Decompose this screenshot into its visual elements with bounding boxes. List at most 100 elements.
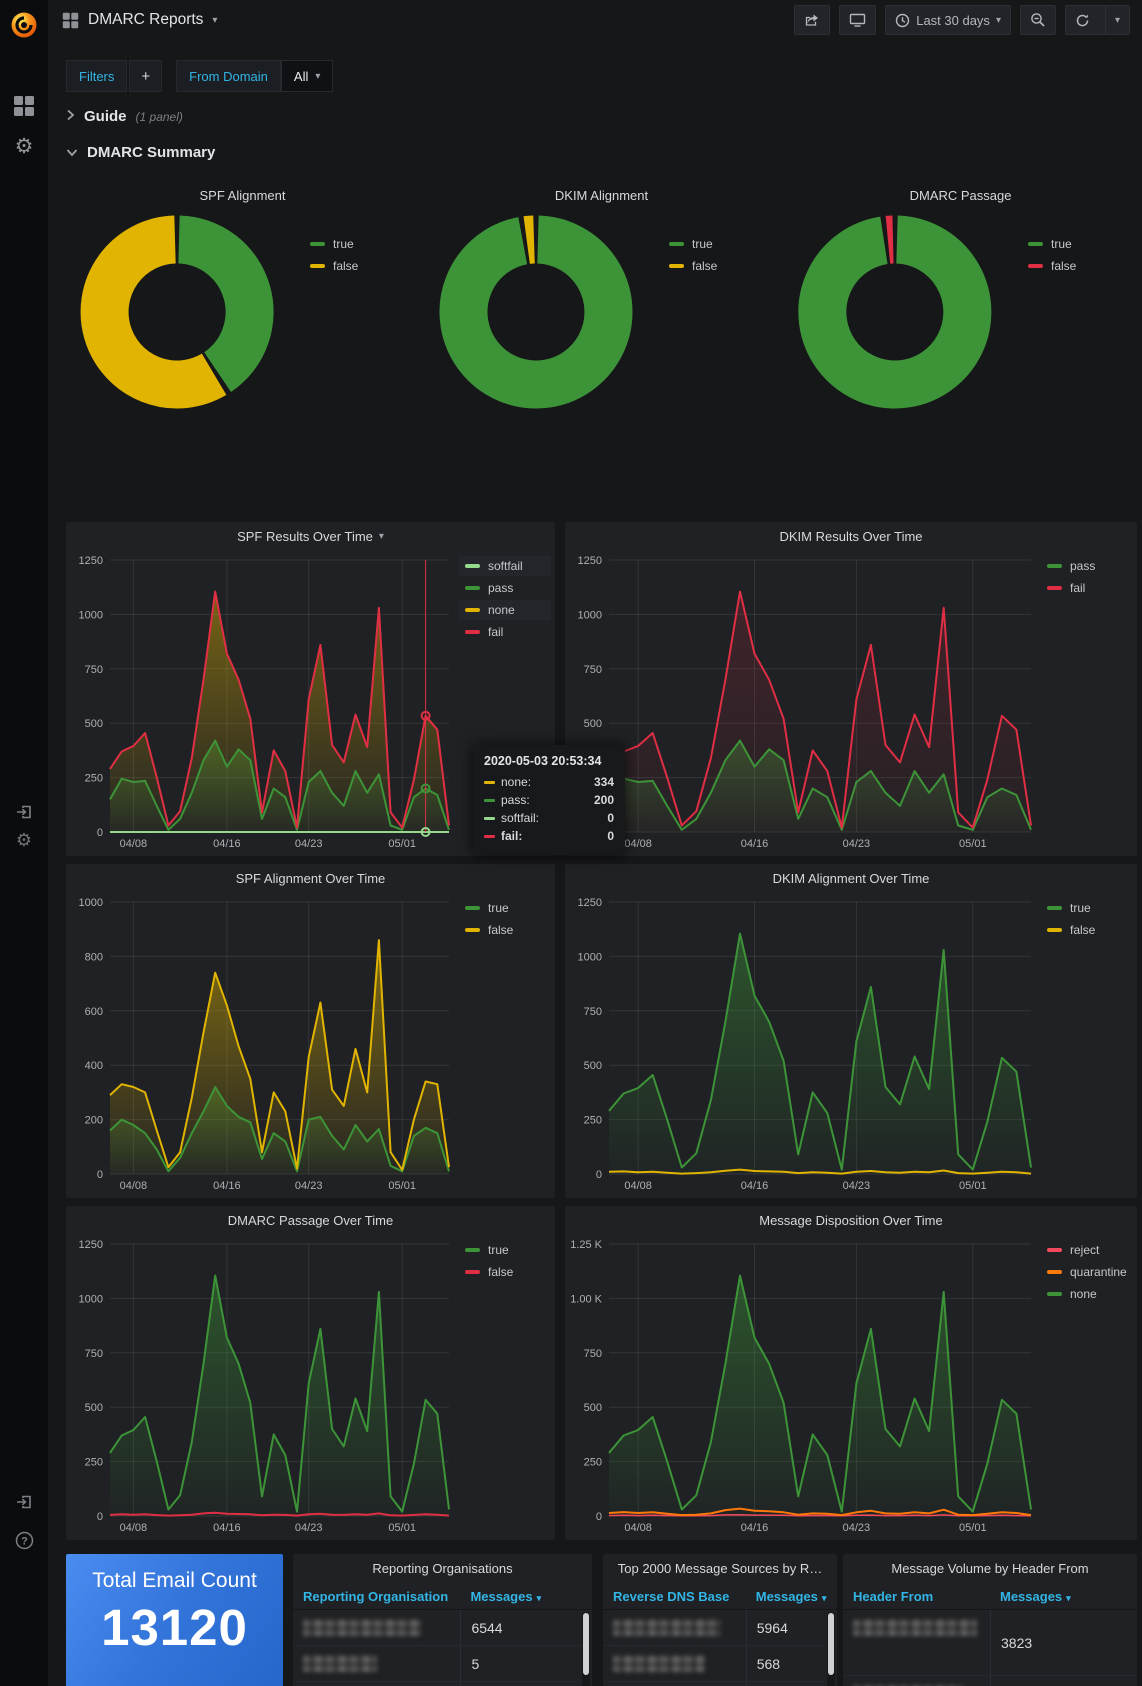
column-header[interactable]: Reporting Organisation bbox=[303, 1589, 449, 1604]
panel-menu-caret-icon[interactable]: ▾ bbox=[378, 530, 384, 542]
filters-button[interactable]: Filters bbox=[66, 60, 128, 92]
svg-text:04/23: 04/23 bbox=[843, 838, 871, 850]
panel-title[interactable]: Top 2000 Message Sources by R… bbox=[617, 1560, 823, 1576]
table-cell-name bbox=[293, 1646, 460, 1681]
legend-item-true[interactable]: true bbox=[459, 898, 551, 918]
monitor-icon bbox=[850, 13, 866, 27]
donut-chart[interactable] bbox=[79, 214, 275, 410]
sidebar-item-configuration[interactable]: ⚙ bbox=[0, 132, 48, 160]
svg-text:0: 0 bbox=[97, 1511, 103, 1523]
legend-item-false[interactable]: false bbox=[1022, 256, 1082, 276]
grafana-logo-icon[interactable] bbox=[0, 8, 48, 42]
chart-legend: true false bbox=[459, 898, 551, 942]
panel-title[interactable]: DKIM Alignment Over Time bbox=[772, 870, 930, 886]
panel-title[interactable]: SPF Alignment Over Time bbox=[235, 870, 386, 886]
legend-item-fail[interactable]: fail bbox=[1041, 578, 1133, 598]
table-row[interactable]: 3823 bbox=[843, 1610, 1137, 1676]
column-header-sorted[interactable]: Messages ▾ bbox=[755, 1589, 827, 1604]
donut-chart[interactable] bbox=[797, 214, 993, 410]
scrollbar[interactable] bbox=[827, 1612, 835, 1686]
sidebar-item-signin-bottom[interactable] bbox=[0, 1490, 48, 1514]
scrollbar-thumb[interactable] bbox=[583, 1613, 589, 1675]
panel-title[interactable]: Message Disposition Over Time bbox=[759, 1212, 943, 1228]
legend-item-false[interactable]: false bbox=[304, 256, 364, 276]
panel-title[interactable]: SPF Results Over Time ▾ bbox=[237, 528, 384, 544]
scrollbar[interactable] bbox=[582, 1612, 590, 1686]
time-series-chart[interactable]: 0 250 500 750 1.00 K 1.25 K 04/08 04/16 04/23 05/… bbox=[569, 1236, 1039, 1536]
table-cell-messages bbox=[745, 1682, 837, 1686]
column-header[interactable]: Reverse DNS Base bbox=[613, 1589, 730, 1604]
panel-title[interactable]: DMARC Passage Over Time bbox=[227, 1212, 394, 1228]
refresh-button[interactable] bbox=[1066, 6, 1099, 34]
panel-title[interactable]: Reporting Organisations bbox=[372, 1560, 513, 1576]
legend-item-true[interactable]: true bbox=[459, 1240, 551, 1260]
sidebar-item-help[interactable]: ? bbox=[0, 1528, 48, 1552]
donut-chart[interactable] bbox=[438, 214, 634, 410]
add-filter-button[interactable]: + bbox=[129, 60, 163, 92]
panel-spf-alignment: SPF Alignment true false bbox=[66, 172, 419, 512]
row-title: Guide bbox=[84, 108, 127, 125]
panel-title[interactable]: SPF Alignment bbox=[199, 187, 286, 203]
legend-item-true[interactable]: true bbox=[663, 234, 723, 254]
legend-color-dash bbox=[310, 242, 325, 246]
panel-title[interactable]: DKIM Results Over Time bbox=[779, 528, 923, 544]
legend-item-none[interactable]: none bbox=[1041, 1284, 1133, 1304]
svg-text:04/16: 04/16 bbox=[213, 1522, 241, 1534]
column-header-sorted[interactable]: Messages ▾ bbox=[470, 1589, 542, 1604]
panel-title[interactable]: DKIM Alignment bbox=[554, 187, 649, 203]
panel-title[interactable]: Message Volume by Header From bbox=[891, 1560, 1089, 1576]
legend-item-none[interactable]: none bbox=[459, 600, 551, 620]
legend-item-pass[interactable]: pass bbox=[1041, 556, 1133, 576]
dashboard-title-button[interactable]: DMARC Reports ▾ bbox=[62, 11, 217, 29]
zoom-out-button[interactable] bbox=[1019, 5, 1056, 35]
legend-item-pass[interactable]: pass bbox=[459, 578, 551, 598]
legend-item-softfail[interactable]: softfail bbox=[459, 556, 551, 576]
table-row[interactable]: 5 bbox=[293, 1646, 592, 1682]
legend-color-dash bbox=[465, 1270, 480, 1274]
legend-color-dash bbox=[1047, 564, 1062, 568]
svg-text:1250: 1250 bbox=[79, 1239, 103, 1251]
sidebar-item-dashboards[interactable] bbox=[0, 92, 48, 120]
table-row[interactable] bbox=[603, 1682, 837, 1686]
legend-label: true bbox=[692, 237, 713, 251]
legend-item-fail[interactable]: fail bbox=[459, 622, 551, 642]
table-row[interactable]: 6544 bbox=[293, 1610, 592, 1646]
row-dmarc-summary[interactable]: DMARC Summary bbox=[66, 144, 215, 161]
row-guide[interactable]: Guide (1 panel) bbox=[66, 108, 183, 125]
legend-item-true[interactable]: true bbox=[304, 234, 364, 254]
column-header[interactable]: Header From bbox=[853, 1589, 934, 1604]
tv-mode-button[interactable] bbox=[839, 5, 877, 35]
legend-item-true[interactable]: true bbox=[1041, 898, 1133, 918]
table-row[interactable]: 568 bbox=[603, 1646, 837, 1682]
legend-item-false[interactable]: false bbox=[1041, 920, 1133, 940]
sidebar-item-settings[interactable]: ⚙ bbox=[0, 828, 48, 852]
svg-text:750: 750 bbox=[584, 664, 602, 676]
table-row[interactable]: 5964 bbox=[603, 1610, 837, 1646]
time-picker-button[interactable]: Last 30 days ▾ bbox=[885, 5, 1011, 35]
legend-item-true[interactable]: true bbox=[1022, 234, 1082, 254]
legend-item-false[interactable]: false bbox=[459, 920, 551, 940]
table-row[interactable] bbox=[293, 1682, 592, 1686]
legend-item-quarantine[interactable]: quarantine bbox=[1041, 1262, 1133, 1282]
scrollbar-thumb[interactable] bbox=[828, 1613, 834, 1675]
tooltip-row: none: 334 bbox=[484, 775, 614, 789]
panel-title[interactable]: DMARC Passage bbox=[909, 187, 1012, 203]
column-header-sorted[interactable]: Messages ▾ bbox=[1000, 1589, 1071, 1604]
table-row[interactable] bbox=[843, 1676, 1137, 1686]
table-cell-name bbox=[603, 1610, 746, 1645]
legend-item-reject[interactable]: reject bbox=[1041, 1240, 1133, 1260]
legend-label: none bbox=[1070, 1287, 1097, 1301]
refresh-interval-button[interactable]: ▾ bbox=[1104, 6, 1129, 34]
legend-color-dash bbox=[1028, 264, 1043, 268]
share-button[interactable] bbox=[794, 5, 831, 35]
legend-item-false[interactable]: false bbox=[459, 1262, 551, 1282]
time-series-chart[interactable]: 0 200 400 600 800 1000 04/08 04/16 04/23 05/01 bbox=[70, 894, 457, 1194]
sidebar-item-signin[interactable] bbox=[0, 800, 48, 824]
legend-label: false bbox=[692, 259, 718, 273]
from-domain-select[interactable]: All ▾ bbox=[280, 60, 334, 92]
legend-item-false[interactable]: false bbox=[663, 256, 723, 276]
